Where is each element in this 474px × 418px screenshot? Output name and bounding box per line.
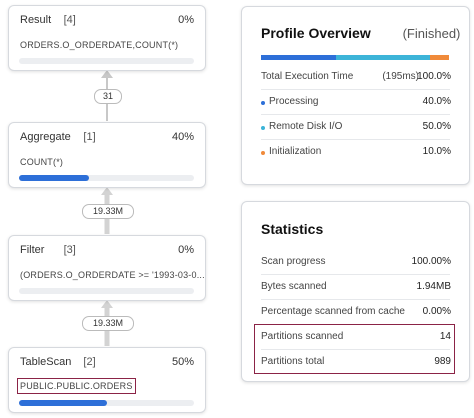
node-percent: 0% bbox=[178, 244, 194, 256]
row-value: 989 bbox=[434, 356, 451, 367]
progress-track bbox=[19, 175, 194, 181]
row-label: Bytes scanned bbox=[261, 281, 327, 292]
node-percent: 0% bbox=[178, 14, 194, 26]
node-name: Result bbox=[20, 14, 52, 26]
row-separator bbox=[261, 89, 450, 90]
edge-label: 19.33M bbox=[82, 316, 134, 331]
edge-arrow bbox=[101, 187, 113, 195]
row-value: 40.0% bbox=[422, 96, 451, 107]
node-percent: 40% bbox=[171, 131, 194, 143]
row-time: (195ms) bbox=[382, 71, 419, 82]
progress-track bbox=[19, 400, 194, 406]
row-label: Partitions total bbox=[261, 356, 325, 367]
progress-track bbox=[19, 58, 194, 64]
highlight-box bbox=[254, 324, 455, 374]
row-label: Initialization bbox=[269, 146, 322, 157]
operator-node[interactable]: TableScan [2] 50% PUBLIC.PUBLIC.ORDERS bbox=[8, 347, 206, 413]
row-separator bbox=[261, 139, 450, 140]
legend-dot bbox=[261, 151, 265, 155]
node-id: [4] bbox=[63, 14, 76, 26]
row-label: Scan progress bbox=[261, 256, 326, 267]
row-value: 100.00% bbox=[411, 256, 451, 267]
panel-title: Profile Overview bbox=[261, 25, 371, 41]
edge-arrow bbox=[101, 70, 113, 78]
time-segment bbox=[430, 55, 449, 60]
edge-label: 19.33M bbox=[82, 203, 134, 219]
node-name: Aggregate bbox=[20, 131, 71, 143]
node-id: [1] bbox=[83, 131, 96, 143]
edge-arrow bbox=[101, 300, 113, 308]
row-separator bbox=[261, 114, 450, 115]
time-segment bbox=[261, 55, 337, 60]
node-name: TableScan bbox=[20, 356, 72, 368]
row-value: 10.0% bbox=[422, 146, 451, 157]
node-detail: (ORDERS.O_ORDERDATE >= '1993-03-0... bbox=[20, 270, 205, 280]
operator-node[interactable]: Aggregate [1] 40% COUNT(*) bbox=[8, 122, 206, 188]
panel-title: Statistics bbox=[261, 221, 324, 237]
profile-overview-panel: Profile Overview (Finished) Total Executio… bbox=[241, 6, 470, 185]
progress-fill bbox=[19, 175, 89, 181]
legend-dot bbox=[261, 126, 265, 130]
row-label: Partitions scanned bbox=[261, 331, 344, 342]
operator-node[interactable]: Result [4] 0% ORDERS.O_ORDERDATE,COUNT(*) bbox=[8, 5, 206, 71]
time-segment bbox=[336, 55, 431, 60]
row-separator bbox=[261, 274, 450, 275]
node-id: [3] bbox=[63, 244, 76, 256]
node-detail: PUBLIC.PUBLIC.ORDERS bbox=[17, 378, 136, 394]
row-value: 1.94MB bbox=[416, 281, 451, 292]
statistics-panel: Statistics Scan progress 100.00% Bytes scan… bbox=[241, 201, 470, 382]
row-label: Remote Disk I/O bbox=[269, 121, 343, 132]
legend-dot bbox=[261, 101, 265, 105]
row-value: 50.0% bbox=[422, 121, 451, 132]
row-value: 100.0% bbox=[417, 71, 451, 82]
progress-track bbox=[19, 288, 194, 294]
node-detail: COUNT(*) bbox=[20, 157, 64, 167]
operator-node[interactable]: Filter [3] 0% (ORDERS.O_ORDERDATE >= '1993-… bbox=[8, 235, 206, 301]
row-value: 0.00% bbox=[422, 306, 451, 317]
row-value: 14 bbox=[439, 331, 451, 342]
row-separator bbox=[261, 349, 450, 350]
node-percent: 50% bbox=[171, 356, 194, 368]
node-detail: ORDERS.O_ORDERDATE,COUNT(*) bbox=[20, 40, 179, 50]
row-separator bbox=[261, 299, 450, 300]
progress-fill bbox=[19, 400, 107, 406]
node-id: [2] bbox=[83, 356, 96, 368]
row-label: Processing bbox=[269, 96, 319, 107]
row-label: Total Execution Time bbox=[261, 71, 354, 82]
edge-label: 31 bbox=[94, 88, 122, 104]
row-label: Percentage scanned from cache bbox=[261, 306, 405, 317]
node-name: Filter bbox=[20, 244, 45, 256]
panel-status: (Finished) bbox=[402, 26, 461, 41]
